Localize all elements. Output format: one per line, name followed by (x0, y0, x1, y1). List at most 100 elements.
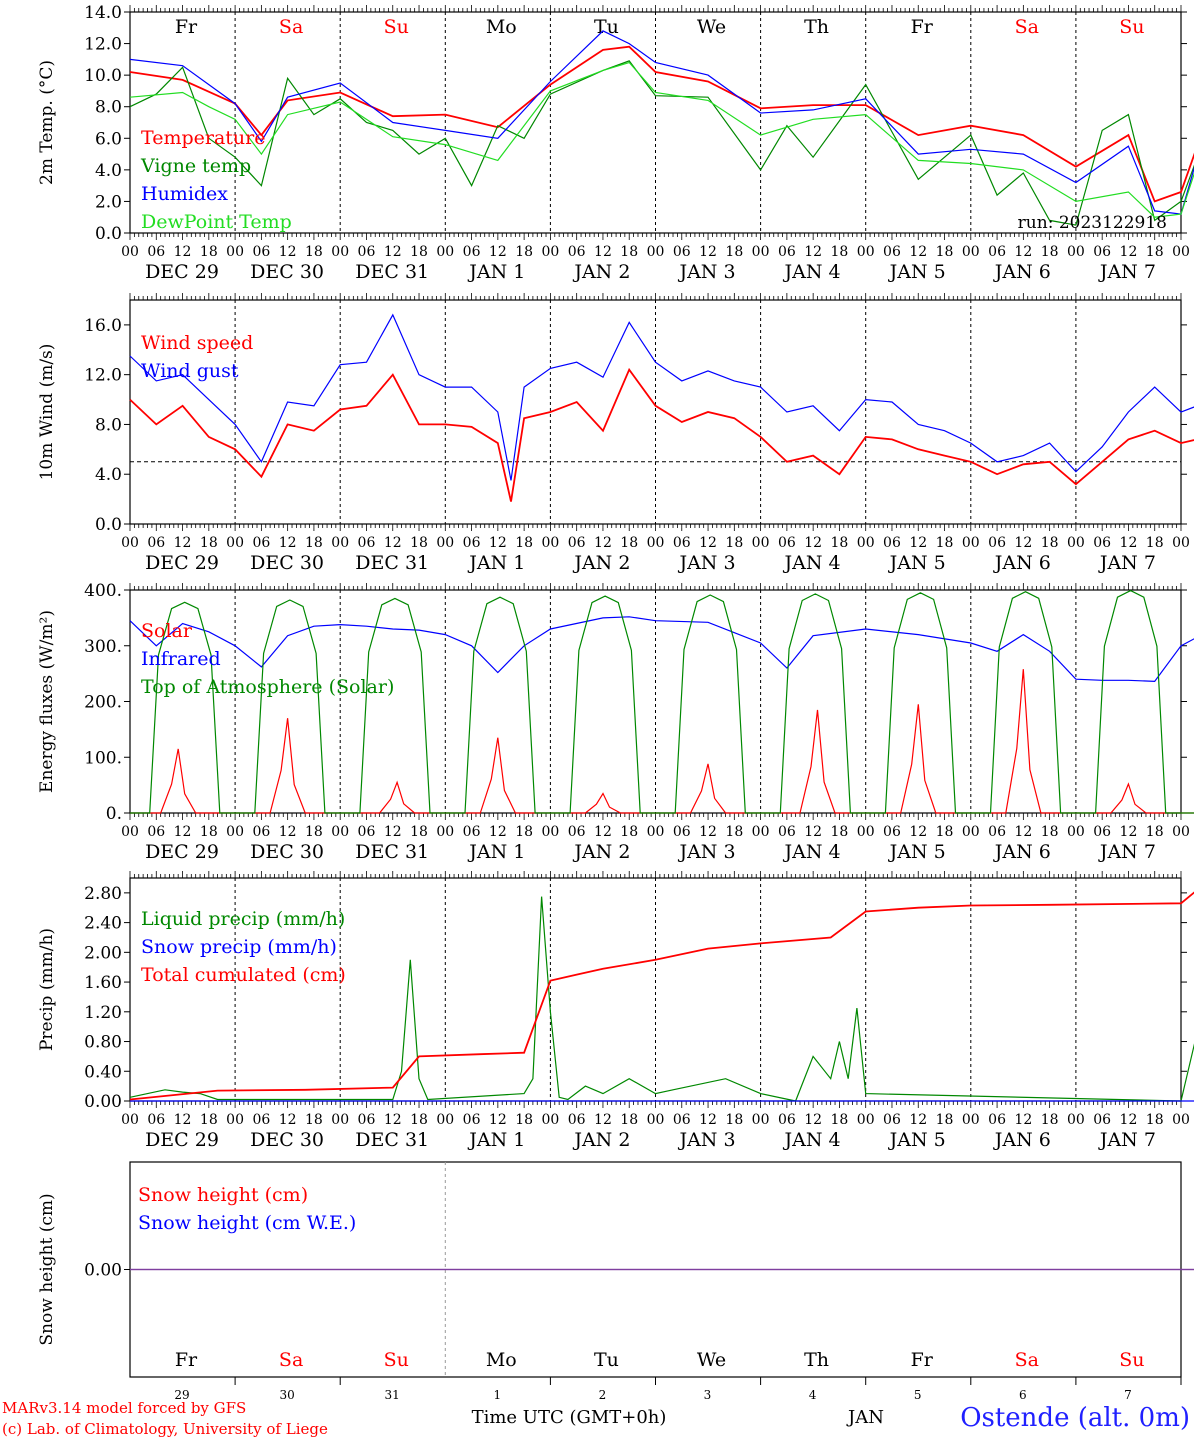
hour-label: 00 (226, 535, 244, 551)
day-name: Su (384, 1349, 409, 1371)
hour-label: 12 (1120, 1112, 1138, 1128)
date-label: JAN 4 (783, 261, 841, 283)
hour-label: 06 (673, 824, 691, 840)
day-name: Su (1119, 1349, 1144, 1371)
hour-label: 12 (1120, 535, 1138, 551)
hour-label: 18 (725, 1112, 743, 1128)
legend-entry: DewPoint Temp (141, 211, 292, 233)
hour-label: 18 (410, 535, 428, 551)
hour-label: 06 (568, 535, 586, 551)
hour-label: 00 (857, 1112, 875, 1128)
date-label: JAN 7 (1098, 552, 1156, 574)
hour-label: 18 (410, 244, 428, 260)
hour-label: 06 (463, 244, 481, 260)
hour-label: 18 (410, 1112, 428, 1128)
hour-label: 12 (384, 1112, 402, 1128)
legend-entry: Solar (141, 620, 193, 642)
hour-label: 18 (305, 824, 323, 840)
date-label: JAN 1 (467, 261, 525, 283)
hour-label: 18 (200, 824, 218, 840)
y-tick-label: 0.0 (95, 224, 122, 244)
hour-label: 12 (489, 1112, 507, 1128)
hour-label: 06 (463, 824, 481, 840)
date-label: JAN 5 (888, 261, 946, 283)
hour-label: 12 (594, 1112, 612, 1128)
hour-label: 00 (541, 824, 559, 840)
date-label: DEC 31 (355, 1129, 429, 1151)
day-name: Sa (1015, 16, 1039, 38)
hour-label: 12 (804, 824, 822, 840)
hour-label: 06 (883, 824, 901, 840)
hour-label: 18 (1041, 244, 1059, 260)
hour-label: 18 (1041, 1112, 1059, 1128)
date-label: DEC 31 (355, 552, 429, 574)
date-label: JAN 2 (572, 552, 630, 574)
hour-label: 12 (279, 535, 297, 551)
hour-label: 00 (752, 1112, 770, 1128)
hour-label: 00 (1172, 824, 1190, 840)
hour-label: 18 (620, 535, 638, 551)
hour-label: 06 (147, 535, 165, 551)
day-number: 31 (385, 1388, 400, 1402)
date-label: JAN 7 (1098, 1129, 1156, 1151)
y-axis-label: Snow height (cm) (37, 1193, 57, 1345)
hour-label: 06 (358, 1112, 376, 1128)
y-tick-label: 2.40 (84, 914, 122, 934)
y-tick-label: 6.0 (95, 129, 122, 149)
panel-4: 0.00 0.40 0.80 1.20 1.60 2.00 2.40 2.80 Precip (… (37, 871, 1194, 1151)
day-name: We (697, 16, 726, 38)
y-tick-label: 14.0 (84, 3, 122, 23)
hour-label: 00 (1067, 244, 1085, 260)
day-name: Sa (279, 1349, 303, 1371)
hour-label: 12 (174, 824, 192, 840)
day-name: Th (804, 1349, 829, 1371)
hour-label: 00 (647, 1112, 665, 1128)
hour-label: 18 (1146, 824, 1164, 840)
hour-label: 00 (436, 535, 454, 551)
panel-frame (129, 589, 1182, 814)
hour-label: 00 (962, 535, 980, 551)
day-number: 3 (704, 1388, 712, 1402)
day-name: Sa (1015, 1349, 1039, 1371)
footer: MARv3.14 model forced by GFS (c) Lab. of… (2, 1388, 1190, 1438)
hour-label: 06 (778, 824, 796, 840)
hour-label: 12 (279, 244, 297, 260)
y-tick-label: 12.0 (84, 35, 122, 55)
y-axis-label: 2m Temp. (°C) (37, 60, 57, 185)
date-label: DEC 30 (250, 261, 324, 283)
y-tick-label: 8.0 (95, 98, 122, 118)
hour-label: 06 (988, 535, 1006, 551)
y-axis-label: 10m Wind (m/s) (37, 344, 57, 481)
hour-label: 06 (358, 824, 376, 840)
legend-entry: Wind speed (141, 332, 253, 354)
panel-5: 0.00 Snow height (cm) Fr Sa Su Mo Tu We Th Fr Sa Su… (37, 1161, 1194, 1385)
hour-label: 00 (331, 535, 349, 551)
hour-label: 00 (331, 1112, 349, 1128)
day-number: 1 (493, 1388, 501, 1402)
date-label: JAN 7 (1098, 261, 1156, 283)
panel-3: 0. 100. 200. 300. 400. Energy fluxes (W/m²) 00… (37, 581, 1194, 863)
hour-label: 00 (857, 535, 875, 551)
series-line-2 (129, 30, 1194, 215)
hour-label: 18 (725, 535, 743, 551)
lab-credit: (c) Lab. of Climatology, University of L… (2, 1420, 328, 1438)
hour-label: 18 (1146, 1112, 1164, 1128)
day-number: 4 (809, 1388, 817, 1402)
series-line-2 (129, 891, 1194, 1101)
hour-label: 12 (1120, 244, 1138, 260)
hour-label: 06 (568, 1112, 586, 1128)
hour-label: 06 (463, 1112, 481, 1128)
hour-label: 18 (620, 244, 638, 260)
y-axis-label: Energy fluxes (W/m²) (37, 610, 57, 793)
hour-label: 12 (384, 824, 402, 840)
hour-label: 00 (331, 244, 349, 260)
hour-label: 12 (699, 1112, 717, 1128)
y-tick-label: 0.00 (84, 1092, 122, 1112)
hour-label: 12 (279, 1112, 297, 1128)
y-tick-label: 300. (84, 637, 122, 657)
date-label: DEC 31 (355, 261, 429, 283)
hour-label: 00 (436, 1112, 454, 1128)
hour-label: 18 (410, 824, 428, 840)
hour-label: 06 (778, 244, 796, 260)
